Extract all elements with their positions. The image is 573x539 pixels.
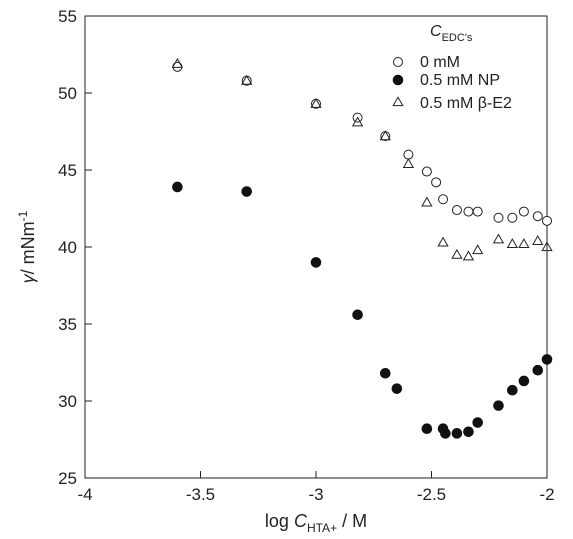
data-point (518, 375, 530, 387)
legend-markers (392, 57, 404, 107)
data-point (462, 250, 475, 261)
y-tick-label: 55 (58, 7, 77, 26)
data-point (379, 130, 391, 141)
data-point (542, 215, 552, 226)
data-point (403, 149, 414, 160)
data-point (518, 238, 530, 249)
x-tick-label: -2.5 (417, 485, 446, 504)
data-point (171, 57, 184, 68)
data-point (451, 428, 463, 439)
legend-marker (392, 96, 404, 107)
data-point (241, 74, 253, 85)
legend-title-sub: EDC's (442, 32, 473, 44)
data-point (507, 212, 518, 223)
x-axis-title-prefix: log (265, 511, 294, 531)
data-point (463, 206, 474, 217)
data-point (541, 241, 553, 252)
data-point (421, 423, 433, 435)
data-point (402, 158, 415, 168)
data-point (472, 244, 484, 255)
data-point (380, 367, 391, 379)
data-markers (171, 57, 553, 439)
y-tick-label: 30 (58, 392, 77, 411)
y-axis-title-var: γ (18, 273, 38, 283)
data-point (507, 384, 518, 396)
legend-marker (392, 74, 404, 86)
y-axis-title-sup: -1 (16, 210, 30, 221)
data-point (463, 426, 474, 438)
y-axis-title-text: / mNm (18, 221, 38, 274)
data-point (241, 186, 252, 197)
data-point (518, 206, 529, 217)
x-tick-label: -4 (77, 485, 92, 504)
y-axis-title: γ/ mNm-1 (16, 210, 38, 283)
data-point (351, 116, 364, 127)
data-point (451, 248, 463, 259)
y-tick-label: 50 (58, 84, 77, 103)
data-point (421, 166, 432, 177)
data-point (310, 97, 322, 108)
y-tick-label: 45 (58, 161, 77, 180)
legend-title-var: C (430, 23, 442, 40)
legend-label-0mm: 0 mM (420, 54, 460, 71)
legend-label-be2: 0.5 mM β-E2 (420, 95, 512, 112)
y-tick-label: 40 (58, 238, 77, 257)
data-point (472, 417, 484, 428)
legend: CEDC's 0 mM 0.5 mM NP 0.5 mM β-E2 (392, 23, 512, 112)
data-point (451, 205, 462, 216)
data-point (421, 196, 433, 207)
data-point (532, 211, 543, 222)
axis-ticks: -4 -3.5 -3 -2.5 -2 25 30 35 40 45 50 55 (58, 7, 554, 504)
data-point (472, 206, 483, 217)
data-point (493, 400, 504, 411)
y-tick-label: 35 (58, 315, 77, 334)
data-point (310, 257, 322, 268)
x-axis-title-suffix: / M (337, 511, 367, 531)
y-tick-label: 25 (58, 469, 77, 488)
legend-title: CEDC's (430, 23, 473, 44)
legend-label-np: 0.5 mM NP (420, 72, 500, 89)
x-axis-title: log CHTA+ / M (265, 511, 367, 535)
data-point (391, 383, 403, 394)
x-axis-title-var: C (294, 511, 308, 531)
data-point (431, 177, 442, 188)
data-point (437, 236, 449, 247)
x-tick-label: -2 (539, 485, 554, 504)
data-point (440, 428, 451, 439)
data-point (532, 364, 544, 376)
data-point (352, 309, 363, 321)
x-axis-title-sub: HTA+ (307, 521, 337, 535)
x-tick-label: -3 (308, 485, 323, 504)
data-point (541, 354, 553, 365)
x-tick-label: -3.5 (186, 485, 215, 504)
data-point (493, 212, 504, 223)
data-point (506, 238, 519, 249)
data-point (532, 235, 544, 245)
data-point (492, 233, 505, 244)
data-point (172, 181, 183, 193)
data-point (438, 194, 449, 205)
legend-marker (393, 57, 403, 67)
